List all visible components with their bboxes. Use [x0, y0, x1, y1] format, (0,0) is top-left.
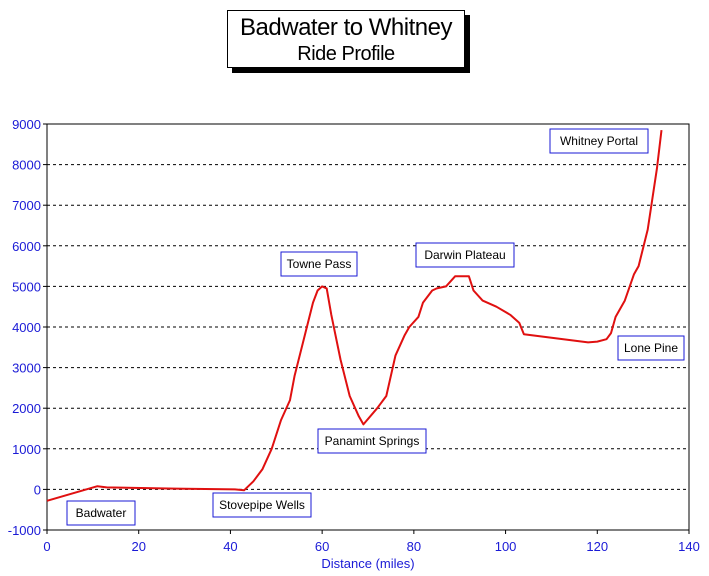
annotation-label: Badwater [76, 506, 127, 520]
y-tick-label: 4000 [12, 320, 41, 335]
annotation-box [280, 251, 358, 277]
annotation-callout: Whitney Portal [549, 128, 649, 154]
y-axis-ticks: -1000 0 1000 2000 3000 4000 5000 6000 7000 8000 90… [8, 117, 47, 538]
x-tick-label: 40 [223, 539, 237, 554]
elevation-line [46, 129, 663, 502]
annotations: Whitney Portal Towne Pass Darwin Plateau Lo… [66, 128, 685, 526]
annotation-label: Panamint Springs [325, 434, 420, 448]
y-tick-label: 1000 [12, 442, 41, 457]
annotation-callout: Badwater [66, 500, 136, 526]
annotation-callout: Panamint Springs [317, 428, 427, 454]
y-tick-label: 8000 [12, 158, 41, 173]
annotation-box [617, 335, 685, 361]
chart-title-box: Badwater to Whitney Ride Profile [227, 10, 465, 68]
annotation-label: Darwin Plateau [424, 248, 505, 262]
x-axis-ticks: 0 20 40 60 80 100 120 140 [43, 530, 700, 554]
annotation-box [317, 428, 427, 454]
annotation-callout: Lone Pine [617, 335, 685, 361]
annotation-callout: Towne Pass [280, 251, 358, 277]
annotation-callout: Stovepipe Wells [212, 492, 312, 518]
x-tick-label: 0 [43, 539, 50, 554]
annotation-label: Lone Pine [624, 341, 678, 355]
x-tick-label: 80 [407, 539, 421, 554]
y-tick-label: 7000 [12, 198, 41, 213]
annotation-box [212, 492, 312, 518]
annotation-box [415, 242, 515, 268]
y-tick-label: 0 [34, 482, 41, 497]
y-tick-label: 3000 [12, 361, 41, 376]
x-tick-label: 120 [586, 539, 608, 554]
annotation-callout: Darwin Plateau [415, 242, 515, 268]
annotation-box [549, 128, 649, 154]
x-tick-label: 140 [678, 539, 700, 554]
y-tick-label: -1000 [8, 523, 41, 538]
x-axis-label: Distance (miles) [321, 556, 414, 571]
x-tick-label: 20 [131, 539, 145, 554]
y-tick-label: 6000 [12, 239, 41, 254]
x-tick-label: 100 [495, 539, 517, 554]
annotation-label: Whitney Portal [560, 134, 638, 148]
annotation-label: Stovepipe Wells [219, 498, 305, 512]
series-layer [46, 129, 663, 502]
chart-subtitle: Ride Profile [297, 43, 395, 65]
chart-title: Badwater to Whitney [240, 14, 452, 41]
x-tick-label: 60 [315, 539, 329, 554]
annotation-label: Towne Pass [287, 257, 352, 271]
y-tick-label: 5000 [12, 279, 41, 294]
y-tick-label: 2000 [12, 401, 41, 416]
grid-lines [47, 164, 689, 490]
y-tick-label: 9000 [12, 117, 41, 132]
annotation-box [66, 500, 136, 526]
